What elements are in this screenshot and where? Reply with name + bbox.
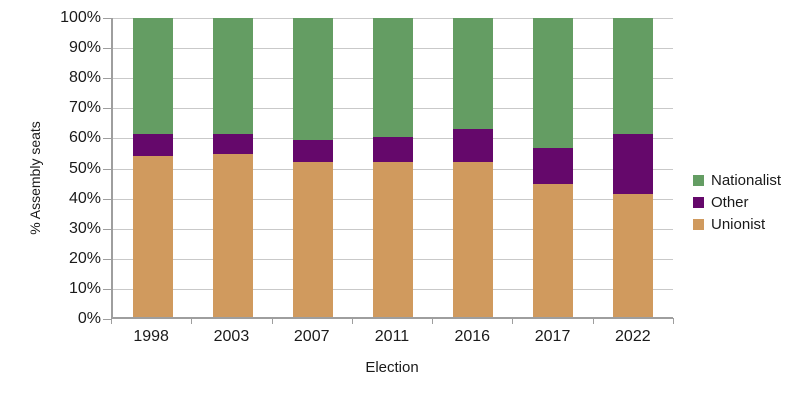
x-tick-label-2017: 2017 (534, 328, 571, 345)
x-tick-label-2016: 2016 (454, 328, 491, 345)
y-tick-label-70: 70% (68, 99, 101, 117)
bar-segment-unionist-2007 (293, 161, 333, 317)
bar-cell-2011 (353, 18, 433, 317)
bar-segment-other-2007 (293, 139, 333, 162)
bar-2017 (533, 18, 573, 317)
legend-label-unionist: Unionist (711, 215, 766, 233)
bar-segment-unionist-2017 (533, 184, 573, 317)
y-tick-label-50: 50% (68, 159, 101, 177)
x-tick-mark-2 (271, 318, 273, 324)
bar-segment-unionist-2011 (373, 161, 413, 317)
y-tick-mark-100 (103, 18, 111, 19)
chart-legend: Nationalist Other Unionist (693, 169, 781, 235)
bar-2011 (373, 18, 413, 317)
bar-segment-unionist-2016 (453, 161, 493, 317)
x-tick-mark-1 (191, 318, 193, 324)
bar-segment-other-2017 (533, 147, 573, 185)
bar-segment-unionist-1998 (133, 156, 173, 317)
bar-segment-other-1998 (133, 134, 173, 157)
bar-cell-2016 (433, 18, 513, 317)
bar-segment-nationalist-1998 (133, 18, 173, 135)
bar-segment-unionist-2003 (213, 153, 253, 317)
x-tick-label-2022: 2022 (615, 328, 651, 345)
legend-swatch-icon-nationalist (693, 174, 704, 186)
bar-segment-other-2022 (613, 134, 653, 195)
y-tick-mark-30 (103, 228, 111, 230)
x-axis-title: Election (365, 359, 419, 376)
x-tick-label-2003: 2003 (213, 328, 250, 345)
y-tick-mark-70 (103, 108, 111, 110)
bar-cell-2022 (593, 18, 673, 317)
y-tick-mark-80 (103, 78, 111, 80)
bar-segment-other-2011 (373, 137, 413, 162)
y-tick-mark-60 (103, 138, 111, 140)
bar-segment-nationalist-2011 (373, 18, 413, 138)
bar-segment-nationalist-2016 (453, 18, 493, 129)
bar-cell-1998 (113, 18, 193, 317)
legend-swatch-icon-unionist (693, 218, 704, 230)
legend-item-other: Other (693, 191, 781, 213)
legend-label-nationalist: Nationalist (711, 171, 782, 189)
y-tick-mark-20 (103, 258, 111, 260)
bar-cell-2003 (193, 18, 273, 317)
x-tick-label-2011: 2011 (374, 328, 410, 345)
bars-layer (113, 18, 673, 317)
legend-label-other: Other (711, 193, 749, 211)
y-tick-mark-50 (103, 168, 111, 170)
y-tick-mark-0 (103, 319, 111, 320)
x-axis-labels: 1998 2003 2007 2011 2016 2017 2022 (111, 328, 673, 346)
bar-1998 (133, 18, 173, 317)
y-tick-label-100: 100% (60, 9, 101, 26)
y-tick-label-10: 10% (68, 279, 101, 297)
x-tick-mark-7 (673, 318, 674, 324)
legend-swatch-icon-other (693, 196, 704, 208)
x-tick-label-1998: 1998 (133, 328, 169, 345)
bar-2007 (293, 18, 333, 317)
bar-2003 (213, 18, 253, 317)
y-tick-label-80: 80% (68, 69, 101, 87)
x-tick-label-2007: 2007 (293, 328, 330, 345)
y-tick-mark-10 (103, 288, 111, 290)
y-tick-label-0: 0% (77, 310, 101, 327)
bar-segment-nationalist-2003 (213, 18, 253, 135)
bar-cell-2017 (513, 18, 593, 317)
x-tick-mark-4 (432, 318, 434, 324)
plot-area (111, 18, 673, 319)
bar-segment-other-2016 (453, 128, 493, 162)
bar-cell-2007 (273, 18, 353, 317)
bar-segment-nationalist-2022 (613, 18, 653, 135)
bar-segment-other-2003 (213, 134, 253, 154)
x-tick-mark-0 (111, 318, 112, 324)
x-tick-mark-5 (512, 318, 514, 324)
y-tick-label-60: 60% (68, 129, 101, 147)
bar-segment-nationalist-2017 (533, 18, 573, 148)
legend-item-unionist: Unionist (693, 213, 781, 235)
bar-2016 (453, 18, 493, 317)
legend-item-nationalist: Nationalist (693, 169, 781, 191)
x-tick-mark-6 (592, 318, 594, 324)
y-tick-label-90: 90% (68, 39, 101, 57)
x-tick-mark-3 (351, 318, 353, 324)
bar-2022 (613, 18, 653, 317)
bar-segment-unionist-2022 (613, 194, 653, 317)
y-tick-label-30: 30% (68, 219, 101, 237)
y-tick-mark-40 (103, 198, 111, 200)
bar-segment-nationalist-2007 (293, 18, 333, 140)
y-tick-label-20: 20% (68, 249, 101, 267)
y-tick-label-40: 40% (68, 189, 101, 207)
y-tick-mark-90 (103, 48, 111, 50)
